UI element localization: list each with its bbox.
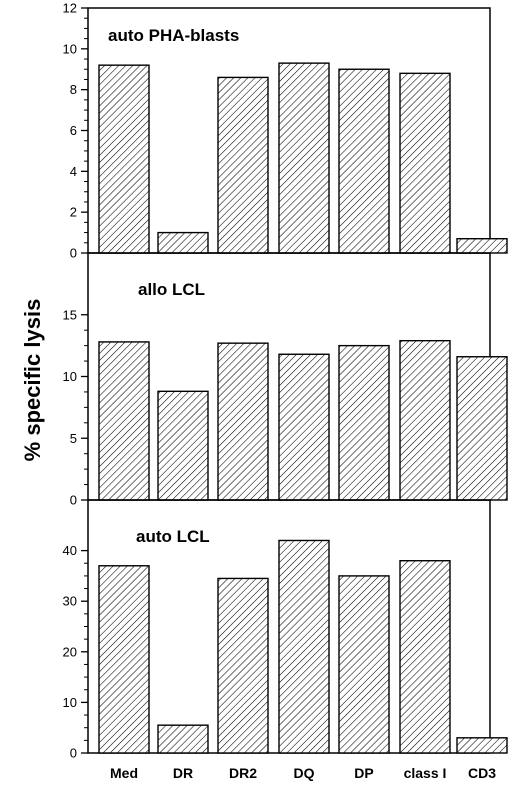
category-labels: Med DR DR2 DQ DP class I CD3: [110, 765, 496, 781]
y-tick-label: 15: [63, 307, 77, 322]
bar-class-i: [399, 72, 451, 254]
bar-cd3: [456, 238, 508, 254]
panel-2: auto LCL 0 10 20 30 40: [63, 499, 508, 761]
y-tick-label: 0: [70, 493, 77, 508]
y-tick-label: 0: [70, 246, 77, 261]
category-label: DR: [173, 765, 193, 781]
bar-class-i: [399, 339, 451, 501]
y-tick-label: 5: [70, 431, 77, 446]
y-tick-label: 4: [70, 164, 77, 179]
bar-med: [98, 341, 150, 501]
bar-dq: [278, 353, 330, 501]
category-label: CD3: [468, 765, 496, 781]
bar-dr: [157, 231, 209, 254]
bar-dr: [157, 390, 209, 501]
bar-med: [98, 64, 150, 254]
category-label: Med: [110, 765, 138, 781]
y-axis-title: % specific lysis: [20, 299, 45, 462]
bar-dr2: [217, 342, 269, 501]
panel-0: auto PHA-blasts 0 2 4 6 8 10 12: [63, 1, 508, 261]
y-tick-label: 20: [63, 644, 77, 659]
y-tick-label: 2: [70, 205, 77, 220]
bar-dr2: [217, 76, 269, 254]
y-tick-label: 10: [63, 41, 77, 56]
bar-cd3: [456, 737, 508, 754]
category-label: DR2: [229, 765, 257, 781]
panel-title: auto PHA-blasts: [108, 26, 239, 45]
bar-dq: [278, 62, 330, 254]
category-label: DQ: [294, 765, 315, 781]
y-tick-label: 8: [70, 82, 77, 97]
category-label: class I: [404, 765, 447, 781]
bar-dr2: [217, 577, 269, 754]
panels: auto PHA-blasts 0 2 4 6 8 10 12 allo LCL 0 5 10 15 au…: [63, 1, 508, 761]
panel-1: allo LCL 0 5 10 15: [63, 252, 508, 508]
panel-title: allo LCL: [138, 280, 205, 299]
bar-dq: [278, 539, 330, 754]
panel-title: auto LCL: [136, 527, 210, 546]
y-tick-label: 10: [63, 369, 77, 384]
y-tick-label: 6: [70, 123, 77, 138]
y-tick-label: 12: [63, 1, 77, 16]
bar-cd3: [456, 356, 508, 501]
y-tick-label: 10: [63, 695, 77, 710]
bar-dp: [338, 344, 390, 501]
category-label: DP: [354, 765, 373, 781]
y-tick-label: 0: [70, 746, 77, 761]
bar-class-i: [399, 560, 451, 754]
bar-dr: [157, 724, 209, 754]
y-tick-label: 40: [63, 543, 77, 558]
bar-med: [98, 565, 150, 754]
y-tick-label: 30: [63, 594, 77, 609]
bar-dp: [338, 575, 390, 754]
bar-dp: [338, 68, 390, 254]
